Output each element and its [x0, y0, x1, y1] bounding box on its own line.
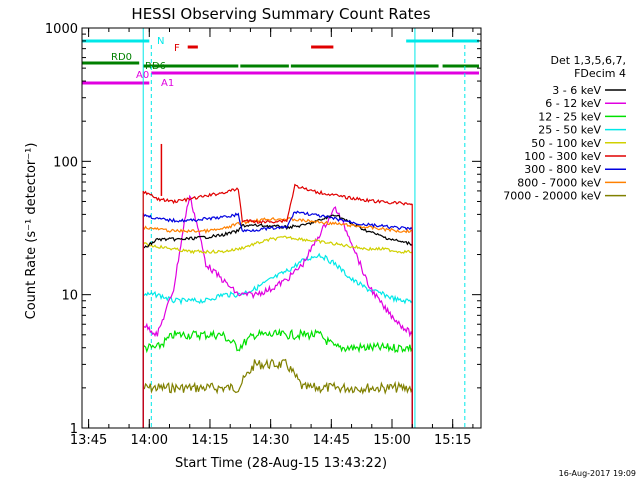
y-tick-label: 1 [70, 422, 78, 437]
series-line-0 [143, 214, 413, 249]
y-tick-label: 100 [53, 155, 78, 170]
flag-label-a0: A0 [136, 70, 149, 81]
flag-label-rd6: RD6 [145, 61, 166, 72]
series-line-3 [143, 252, 413, 306]
x-tick-label: 14:15 [191, 433, 228, 448]
x-tick-label: 15:00 [373, 433, 410, 448]
legend-header-line-1: Det 1,3,5,6,7, [550, 54, 626, 67]
x-tick-label: 14:45 [313, 433, 350, 448]
legend-label: 6 - 12 keV [545, 97, 601, 110]
x-tick-label: 15:15 [434, 433, 471, 448]
y-axis-label: Count Rate (s⁻¹ detector⁻¹) [24, 143, 39, 320]
series-line-6 [142, 210, 413, 233]
flag-label-rd0: RD0 [111, 52, 132, 63]
plot-frame [81, 27, 482, 429]
series-line-7 [142, 216, 413, 235]
flag-label-f: F [174, 43, 180, 54]
legend-label: 300 - 800 keV [524, 163, 601, 176]
legend-label: 3 - 6 keV [552, 84, 601, 97]
series-line-4 [142, 235, 413, 255]
plot-area [142, 28, 466, 428]
x-tick-label: 14:00 [131, 433, 168, 448]
footer-stamp: 16-Aug-2017 19:09 [559, 469, 636, 478]
y-tick-label: 10 [61, 289, 78, 304]
series-line-8 [142, 358, 413, 395]
legend-label: 100 - 300 keV [524, 150, 601, 163]
legend-label: 12 - 25 keV [538, 110, 601, 123]
series-line-1 [142, 194, 413, 338]
series-line-5 [142, 183, 413, 225]
x-axis-label: Start Time (28-Aug-15 13:43:22) [175, 456, 387, 471]
axes-layer: 1 10 100 1000 13:45 14:00 14:15 14:30 14:45 15:00… [45, 22, 482, 448]
series-line-2 [142, 327, 413, 354]
y-tick-label: 1000 [45, 22, 78, 37]
legend-label: 25 - 50 keV [538, 124, 601, 137]
flag-label-a1: A1 [161, 78, 174, 89]
legend-label: 800 - 7000 keV [517, 176, 601, 189]
flag-label-n: N [157, 36, 164, 47]
x-tick-label: 14:30 [252, 433, 289, 448]
x-tick-label: 13:45 [70, 433, 107, 448]
legend-label: 50 - 100 keV [531, 137, 601, 150]
legend-header-line-2: FDecim 4 [574, 67, 626, 80]
chart-title: HESSI Observing Summary Count Rates [131, 5, 430, 23]
legend-label: 7000 - 20000 keV [503, 190, 601, 203]
